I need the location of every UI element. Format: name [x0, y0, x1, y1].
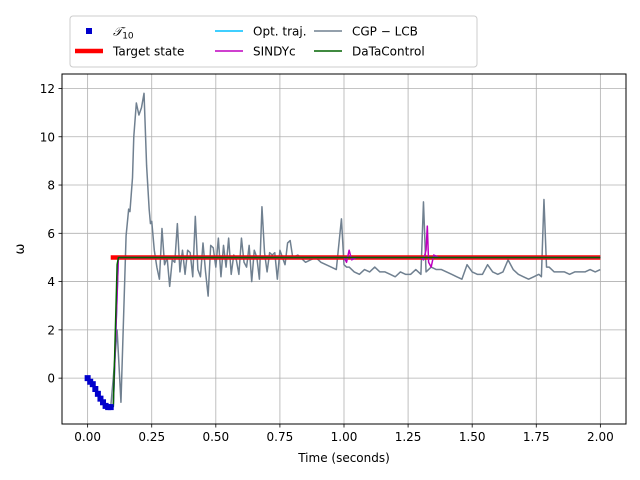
- y-tick-label: 10: [40, 130, 55, 144]
- legend-item-dtc: DaTaControl: [314, 45, 425, 59]
- legend-item-target: Target state: [75, 45, 184, 59]
- legend-item-opt: Opt. traj.: [215, 25, 307, 39]
- y-axis: 0 2 4 6 8 10 12: [40, 82, 62, 386]
- data-point-t10: [107, 404, 114, 411]
- data-point-t10: [97, 395, 104, 402]
- legend-label: SINDYc: [253, 45, 296, 59]
- x-tick-label: 0.25: [138, 430, 165, 444]
- data-point-t10: [89, 381, 96, 388]
- x-tick-label: 2.00: [587, 430, 614, 444]
- y-tick-label: 8: [47, 179, 55, 193]
- x-tick-label: 0.75: [267, 430, 294, 444]
- y-axis-label: ω: [13, 244, 28, 255]
- y-tick-label: 4: [47, 275, 55, 289]
- data-point-t10: [100, 399, 107, 406]
- x-tick-label: 0.00: [74, 430, 101, 444]
- legend-label-text: CGP − LCB: [352, 25, 418, 39]
- data-point-t10: [94, 390, 101, 397]
- y-tick-label: 6: [47, 227, 55, 241]
- y-tick-label: 0: [47, 372, 55, 386]
- legend-label-text: DaTaControl: [352, 45, 425, 59]
- legend-label-text: Target state: [112, 45, 184, 59]
- legend-label: Opt. traj.: [253, 25, 307, 39]
- series-line-dtc: [112, 256, 601, 408]
- data-point-t10: [92, 386, 99, 392]
- legend-label: CGP − LCB: [352, 25, 418, 39]
- legend-label-text: Opt. traj.: [253, 25, 307, 39]
- x-axis: 0.00 0.25 0.50 0.75 1.00 1.25 1.50 1.75 2.00: [74, 424, 614, 444]
- legend-item-cgp: CGP − LCB: [314, 25, 418, 39]
- legend-label: DaTaControl: [352, 45, 425, 59]
- x-tick-label: 1.25: [395, 430, 422, 444]
- legend-label-subscript: 10: [122, 32, 134, 42]
- grid: [62, 74, 626, 424]
- series-line-cgp: [109, 92, 601, 408]
- legend-box: [69, 15, 478, 68]
- legend-marker: [86, 28, 92, 34]
- y-tick-label: 12: [40, 82, 55, 96]
- plot-area: [84, 92, 601, 411]
- x-tick-label: 0.50: [202, 430, 229, 444]
- series-line-sindy: [112, 225, 601, 408]
- x-tick-label: 1.75: [523, 430, 550, 444]
- legend-label: Target state: [112, 45, 184, 59]
- x-tick-label: 1.50: [459, 430, 486, 444]
- legend-item-sindy: SINDYc: [215, 45, 296, 59]
- x-axis-label: Time (seconds): [297, 451, 390, 465]
- data-point-t10: [84, 375, 91, 382]
- legend-label-text: SINDYc: [253, 45, 296, 59]
- x-tick-label: 1.00: [331, 430, 358, 444]
- y-tick-label: 2: [47, 323, 55, 337]
